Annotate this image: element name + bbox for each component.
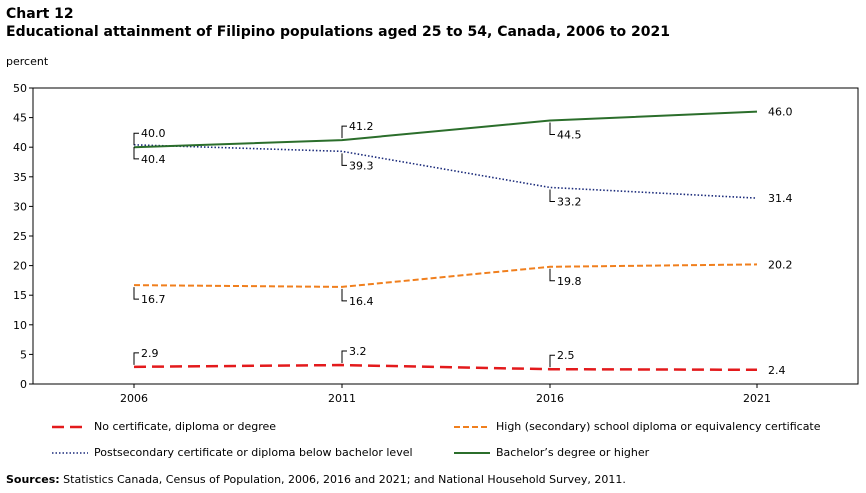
legend-label: Postsecondary certificate or diploma bel… — [94, 446, 413, 459]
data-label: 3.2 — [349, 345, 367, 358]
data-label: 39.3 — [349, 159, 374, 172]
data-label: 41.2 — [349, 120, 374, 133]
data-label-leader — [133, 287, 139, 300]
series-line-1 — [133, 263, 758, 288]
x-tick-label: 2011 — [328, 392, 356, 405]
data-label: 31.4 — [768, 192, 793, 205]
data-label: 40.4 — [141, 153, 166, 166]
legend-label: No certificate, diploma or degree — [94, 420, 277, 433]
y-tick-label: 5 — [20, 348, 27, 361]
data-label-leader — [549, 354, 555, 368]
data-label: 33.2 — [557, 195, 582, 208]
data-label-leader — [133, 352, 139, 365]
sources-text: Statistics Canada, Census of Population,… — [59, 473, 626, 486]
chart-title: Educational attainment of Filipino popul… — [6, 24, 670, 40]
data-label-leader — [341, 288, 347, 302]
data-label: 40.0 — [141, 127, 166, 140]
data-label-leader — [341, 125, 347, 139]
data-label: 2.9 — [141, 347, 159, 360]
legend-swatch-postsecondary — [52, 451, 88, 454]
x-tick-label: 2021 — [743, 392, 771, 405]
legend-swatch-no-certificate — [52, 425, 88, 428]
y-tick-label: 0 — [20, 378, 27, 391]
legend-item-no-certificate: No certificate, diploma or degree — [50, 420, 276, 433]
data-label-leader — [549, 122, 555, 136]
data-label-leader — [341, 153, 347, 166]
series-line-3 — [133, 110, 758, 149]
data-label: 2.5 — [557, 349, 575, 362]
series-line-0 — [133, 363, 758, 372]
legend-label: High (secondary) school diploma or equiv… — [496, 420, 821, 433]
data-label: 16.7 — [141, 293, 166, 306]
data-label-leader — [341, 350, 347, 364]
y-tick-label: 20 — [13, 260, 27, 273]
data-label: 20.2 — [768, 258, 793, 271]
data-label: 46.0 — [768, 106, 793, 119]
data-label: 16.4 — [349, 295, 374, 308]
legend-swatch-high-school — [454, 425, 490, 428]
y-tick-label: 40 — [13, 141, 27, 154]
data-label-leader — [549, 268, 555, 282]
series-line-2 — [133, 144, 758, 199]
data-label-leader — [549, 189, 555, 202]
chart-data-labels: 2.9 3.2 2.5 2.4 16.7 16.4 19.8 20.2 40.4 39.3 33.2… — [133, 106, 793, 377]
y-axis-unit-label: percent — [6, 55, 49, 68]
chart-series — [133, 110, 758, 372]
y-tick-label: 10 — [13, 319, 27, 332]
legend-item-high-school: High (secondary) school diploma or equiv… — [452, 420, 821, 433]
sources-note: Sources: Statistics Canada, Census of Po… — [6, 473, 626, 486]
legend-swatch-bachelors — [454, 451, 490, 454]
legend-item-bachelors: Bachelor’s degree or higher — [452, 446, 649, 459]
y-tick-label: 35 — [13, 171, 27, 184]
y-tick-label: 15 — [13, 289, 27, 302]
legend-label: Bachelor’s degree or higher — [496, 446, 650, 459]
data-label: 44.5 — [557, 129, 582, 142]
sources-label: Sources: — [6, 473, 60, 486]
legend-item-postsecondary: Postsecondary certificate or diploma bel… — [50, 446, 413, 459]
x-tick-label: 2006 — [120, 392, 148, 405]
data-label-leader — [133, 132, 139, 146]
y-tick-label: 50 — [13, 82, 27, 95]
data-label: 19.8 — [557, 275, 582, 288]
data-label: 2.4 — [768, 364, 786, 377]
chart-axes: 0 5 10 15 20 25 30 35 40 45 50 2006 2011 2016 2021 — [13, 82, 859, 405]
y-tick-label: 30 — [13, 200, 27, 213]
x-tick-label: 2016 — [536, 392, 564, 405]
y-tick-label: 45 — [13, 112, 27, 125]
data-label-leader — [133, 146, 139, 160]
chart-number: Chart 12 — [6, 6, 74, 22]
y-tick-label: 25 — [13, 230, 27, 243]
